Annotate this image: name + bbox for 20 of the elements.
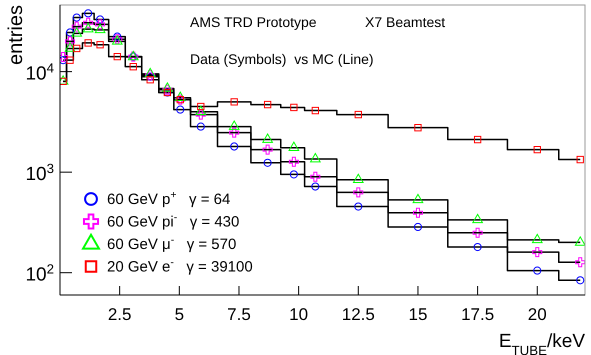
x-axis-title: E$_{TUBE}$/keV: [498, 331, 586, 355]
x-tick-label: 17.5: [461, 305, 494, 324]
y-tick-label: 10$^{4}$: [25, 60, 54, 85]
x-tick-label: 12.5: [342, 305, 375, 324]
x-tick-label: 15: [408, 305, 428, 324]
annotation: Data (Symbols) vs MC (Line): [190, 51, 374, 67]
x-tick-label: 20: [528, 305, 547, 324]
x-tick-label: 7.5: [227, 305, 251, 324]
annotation: X7 Beamtest: [365, 14, 446, 30]
y-tick-label: 10$^{3}$: [25, 160, 54, 186]
y-axis-title: entries: [5, 5, 27, 66]
legend-label: 60 GeV μ$^{-}$ γ = 570: [107, 234, 236, 253]
legend-label: 60 GeV p$^{+}$ γ = 64: [107, 189, 230, 208]
annotation: AMS TRD Prototype: [190, 14, 317, 30]
x-tick-label: 10: [289, 305, 308, 324]
y-tick-label: 10$^{2}$: [25, 261, 54, 286]
x-tick-label: 5: [174, 305, 184, 324]
x-tick-label: 2.5: [108, 305, 132, 324]
legend-label: 20 GeV e$^{-}$ γ = 39100: [107, 256, 253, 276]
legend-label: 60 GeV pi$^{-}$ γ = 430: [107, 212, 240, 230]
